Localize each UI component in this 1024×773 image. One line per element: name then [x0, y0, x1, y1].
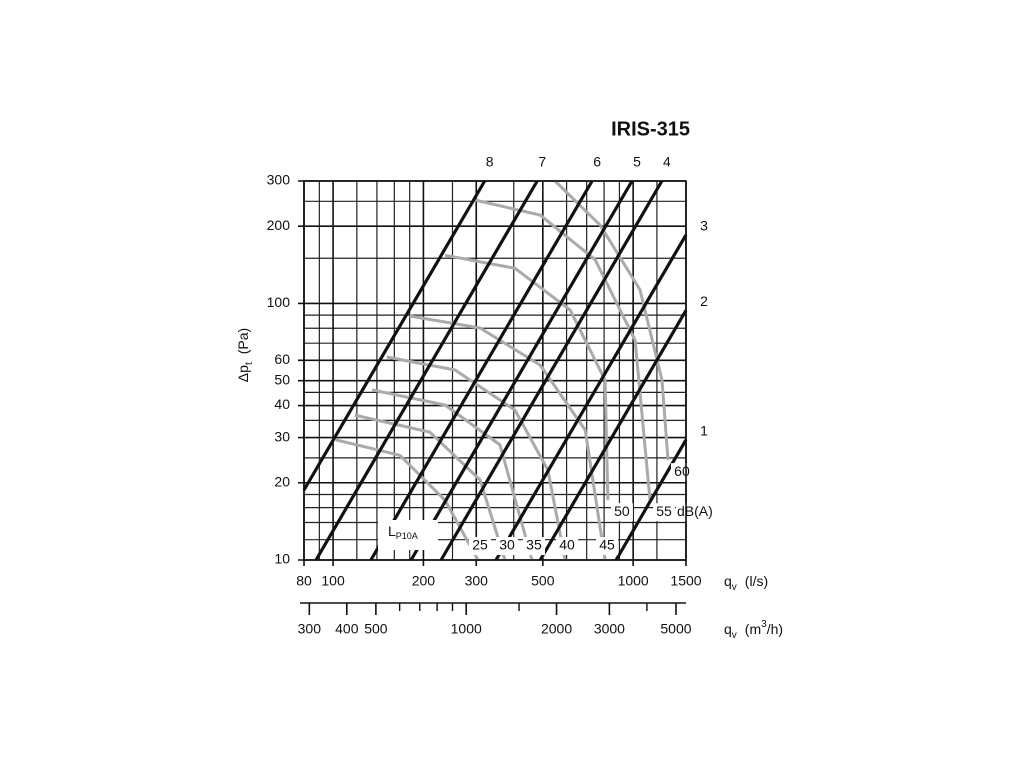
plot: 10 20 30 40 50 60 100 200 300 80 100 200 300 500 1000 1…: [267, 154, 721, 637]
x-tick-label: 1500: [670, 573, 701, 589]
damper-line: [614, 438, 688, 561]
sound-unit: dB(A): [677, 503, 713, 519]
y-tick-label: 20: [274, 473, 290, 489]
x2-label-sup: 3: [761, 619, 767, 630]
y-label-sub: t: [244, 362, 255, 365]
y-tick-label: 200: [267, 217, 291, 233]
sound-curve: [335, 438, 480, 561]
damper-line: [494, 234, 688, 561]
sound-curve: [386, 355, 567, 561]
damper-label: 5: [633, 154, 641, 170]
sound-label: 40: [559, 537, 575, 553]
x2-tick-label: 3000: [594, 621, 625, 637]
label-background: [378, 520, 438, 550]
damper-line: [302, 180, 487, 491]
y-label-unit: (Pa): [235, 328, 251, 354]
x-tick-label: 200: [412, 573, 436, 589]
sound-legend-main: L: [388, 523, 396, 539]
label-background: [676, 503, 721, 522]
x2-axis-label: qv (m3/h): [724, 619, 783, 641]
sound-curve: [371, 388, 534, 561]
y-tick-label: 100: [267, 294, 291, 310]
label-background: [522, 537, 545, 555]
x2-label-main: q: [724, 621, 732, 637]
damper-line: [314, 180, 539, 561]
damper-line: [409, 180, 634, 561]
plot-frame: [303, 180, 687, 561]
x-tick-label: 300: [465, 573, 489, 589]
y-tick-label: 50: [274, 371, 290, 387]
x2-label-sub: v: [732, 630, 737, 641]
x2-tick-label: 5000: [660, 621, 691, 637]
x2-label-unit: (m: [745, 621, 761, 637]
damper-label: 2: [700, 293, 708, 309]
x-tick-label: 1000: [618, 573, 649, 589]
y-tick-label: 40: [274, 396, 290, 412]
x-label-main: q: [724, 573, 732, 589]
x-label-sub: v: [732, 582, 737, 593]
damper-line: [369, 180, 594, 561]
sound-label: 30: [499, 537, 515, 553]
x2-tick-label: 1000: [451, 621, 482, 637]
x-axis-label: qv (l/s): [724, 573, 768, 593]
x-tick-label: 80: [296, 573, 312, 589]
sound-label: 60: [674, 463, 690, 479]
damper-label: 7: [538, 154, 546, 170]
label-background: [653, 503, 676, 522]
damper-line: [538, 309, 688, 561]
x-label-unit: (l/s): [745, 573, 768, 589]
sound-label: 45: [599, 537, 615, 553]
label-background: [610, 503, 633, 522]
sound-legend-sub: P10A: [396, 531, 418, 541]
damper-label: 3: [700, 218, 708, 234]
sound-label: 35: [526, 537, 542, 553]
x2-label-unit: /h): [767, 621, 783, 637]
sound-label: 50: [614, 503, 630, 519]
damper-label: 8: [486, 154, 494, 170]
y-tick-label: 30: [274, 428, 290, 444]
damper-label: 4: [663, 154, 671, 170]
label-background: [556, 537, 579, 555]
damper-label: 6: [593, 154, 601, 170]
x-tick-label: 500: [531, 573, 555, 589]
x2-tick-label: 500: [364, 621, 388, 637]
x2-tick-label: 400: [335, 621, 359, 637]
x2-tick-label: 300: [298, 621, 322, 637]
x-tick-label: 100: [321, 573, 345, 589]
y-tick-label: 60: [274, 351, 290, 367]
sound-legend-label: LP10A: [388, 523, 418, 542]
label-background: [596, 537, 619, 555]
chart-title: IRIS-315: [611, 118, 690, 140]
sound-curve: [444, 253, 610, 501]
sound-label: 55: [656, 503, 672, 519]
sound-curve: [354, 413, 507, 561]
label-background: [495, 537, 518, 555]
sound-curve: [553, 179, 670, 461]
y-tick-label: 300: [267, 172, 291, 188]
damper-line: [439, 180, 664, 561]
y-tick-label: 10: [274, 551, 290, 567]
label-background: [468, 537, 491, 555]
y-label-main: Δp: [235, 365, 251, 382]
x2-tick-label: 2000: [541, 621, 572, 637]
label-background: [670, 463, 693, 482]
sound-label: 25: [472, 537, 488, 553]
damper-label: 1: [700, 423, 708, 439]
y-axis-label: Δpt (Pa): [235, 328, 255, 382]
